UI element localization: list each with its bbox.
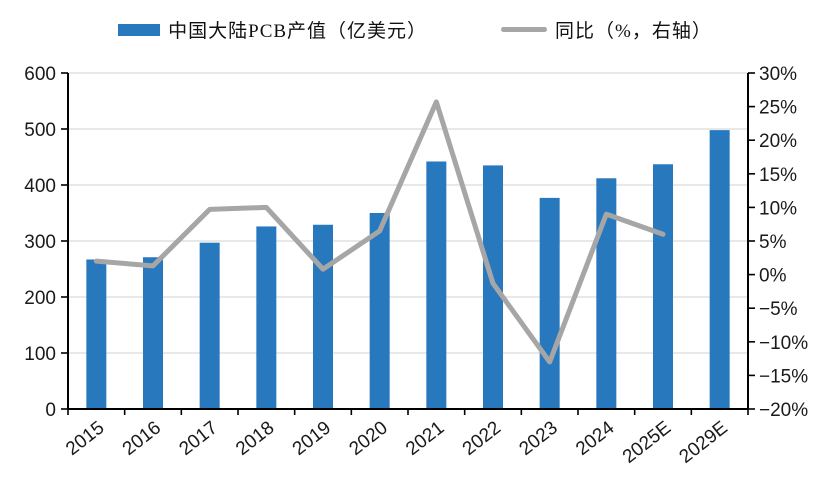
bar-2019: [313, 224, 333, 409]
right-axis-label-−15%: −15%: [759, 366, 808, 387]
line-series-label: 同比（%，右轴）: [555, 21, 712, 42]
line-series-swatch: [501, 27, 548, 32]
left-axis-label-500: 500: [24, 120, 56, 141]
right-axis-label-20%: 20%: [759, 131, 797, 152]
right-axis-label-−20%: −20%: [759, 400, 808, 421]
x-axis-label-2025E: 2025E: [619, 417, 675, 467]
x-axis-label-2019: 2019: [289, 417, 335, 460]
x-axis-label-2024: 2024: [572, 417, 619, 460]
bar-2016: [143, 257, 163, 409]
right-axis-label-5%: 5%: [759, 232, 787, 253]
bar-2024: [596, 178, 617, 409]
bar-2020: [369, 213, 390, 409]
x-axis-label-2022: 2022: [459, 417, 505, 460]
right-axis-label-−5%: −5%: [759, 299, 798, 320]
bar-2017: [199, 242, 220, 409]
bar-2023: [539, 197, 560, 409]
x-axis-label-2016: 2016: [119, 417, 165, 460]
chart-legend: 中国大陆PCB产值（亿美元） 同比（%，右轴）: [0, 16, 830, 43]
left-axis-label-300: 300: [24, 232, 56, 253]
x-axis-label-2015: 2015: [62, 417, 108, 460]
x-axis-label-2029E: 2029E: [676, 417, 732, 467]
right-axis-label-−10%: −10%: [759, 333, 808, 354]
right-axis-label-0%: 0%: [759, 266, 787, 287]
right-axis-label-15%: 15%: [759, 165, 797, 186]
left-axis-label-100: 100: [24, 344, 56, 365]
left-axis-label-600: 600: [24, 64, 56, 85]
yoy-line: [93, 99, 666, 365]
bar-2018: [256, 226, 277, 409]
x-axis-label-2018: 2018: [232, 417, 278, 460]
legend-item-bar-series: 中国大陆PCB产值（亿美元）: [118, 16, 427, 43]
bar-series-swatch: [118, 23, 161, 36]
bar-2025E: [653, 164, 673, 409]
x-axis-label-2023: 2023: [515, 417, 561, 460]
right-axis-label-25%: 25%: [759, 98, 797, 119]
x-axis-label-2021: 2021: [402, 417, 448, 460]
bar-series-label: 中国大陆PCB产值（亿美元）: [168, 21, 428, 42]
right-axis-label-30%: 30%: [759, 64, 797, 85]
left-axis-label-200: 200: [24, 288, 56, 309]
legend-item-line-series: 同比（%，右轴）: [501, 16, 712, 43]
left-axis-label-400: 400: [24, 176, 56, 197]
bar-2021: [426, 161, 447, 409]
x-axis-label-2017: 2017: [175, 417, 221, 460]
left-axis-label-0: 0: [45, 400, 56, 421]
bar-2015: [86, 259, 107, 409]
x-axis-label-2020: 2020: [345, 417, 391, 460]
right-axis-label-10%: 10%: [759, 198, 797, 219]
bar-2029E: [709, 130, 730, 409]
